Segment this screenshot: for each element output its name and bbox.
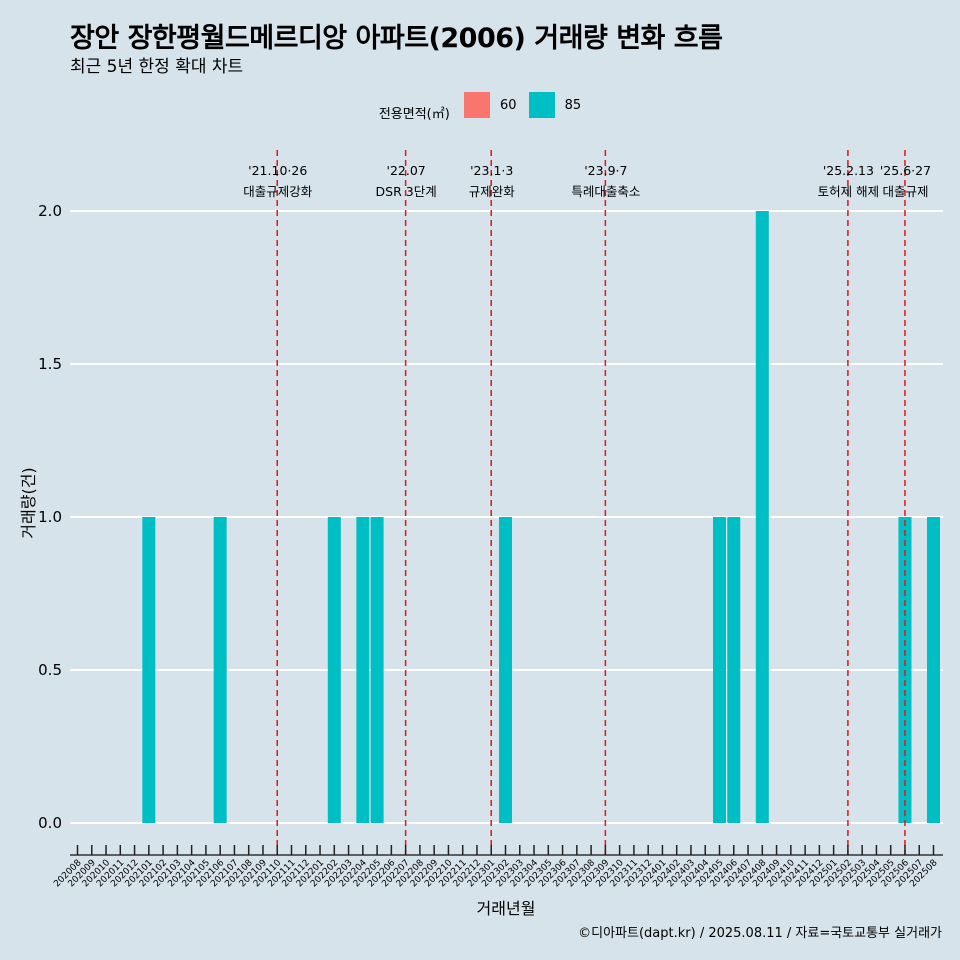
y-tick-label: 1.5 bbox=[38, 355, 62, 373]
bar-85-202302 bbox=[499, 517, 512, 823]
y-tick-label: 0.0 bbox=[38, 814, 62, 832]
event-date-label: '25.6·27 bbox=[880, 163, 931, 178]
event-date-label: '23.1·3 bbox=[470, 163, 513, 178]
legend-label-85: 85 bbox=[564, 97, 582, 113]
event-date-label: '21.10·26 bbox=[248, 163, 307, 178]
bar-85-202408 bbox=[755, 211, 769, 823]
legend-swatch-85 bbox=[528, 92, 555, 118]
legend-title: 전용면적(㎡) bbox=[378, 107, 450, 122]
event-text-label: DSR 3단계 bbox=[376, 184, 437, 199]
bar-85-202202 bbox=[327, 517, 341, 823]
event-date-label: '22.07 bbox=[387, 163, 426, 178]
bar-85-202405 bbox=[713, 517, 726, 823]
caption: ©디아파트(dapt.kr) / 2025.08.11 / 자료=국토교통부 실… bbox=[578, 926, 942, 941]
legend: 전용면적(㎡) 60 85 bbox=[0, 92, 960, 122]
event-text-label: 토허제 해제 bbox=[818, 184, 879, 199]
event-text-label: 특례대출축소 bbox=[571, 184, 640, 199]
bar-85-202205 bbox=[370, 517, 384, 823]
legend-label-60: 60 bbox=[499, 97, 517, 113]
bar-85-202406 bbox=[727, 517, 741, 823]
bar-85-202204 bbox=[356, 517, 370, 823]
event-text-label: 대출규제강화 bbox=[243, 184, 313, 199]
legend-item-60: 60 bbox=[463, 92, 517, 118]
bar-85-202508 bbox=[927, 517, 940, 823]
event-date-label: '25.2.13 bbox=[823, 163, 874, 178]
event-text-label: 대출규제 bbox=[882, 184, 928, 199]
y-tick-label: 1.0 bbox=[38, 508, 62, 526]
legend-swatch-60 bbox=[463, 92, 490, 118]
legend-item-85: 85 bbox=[528, 92, 582, 118]
chart-subtitle: 최근 5년 한정 확대 차트 bbox=[70, 57, 244, 77]
y-tick-label: 0.5 bbox=[38, 661, 62, 679]
bar-85-202106 bbox=[213, 517, 227, 823]
bar-85-202101 bbox=[142, 517, 156, 823]
y-axis-title: 거래량(건) bbox=[19, 467, 38, 538]
event-date-label: '23.9·7 bbox=[584, 163, 627, 178]
chart-title: 장안 장한평월드메르디앙 아파트(2006) 거래량 변화 흐름 bbox=[70, 23, 723, 54]
y-tick-label: 2.0 bbox=[38, 202, 62, 220]
event-text-label: 규제완화 bbox=[469, 184, 516, 199]
x-axis-title: 거래년월 bbox=[477, 899, 536, 918]
